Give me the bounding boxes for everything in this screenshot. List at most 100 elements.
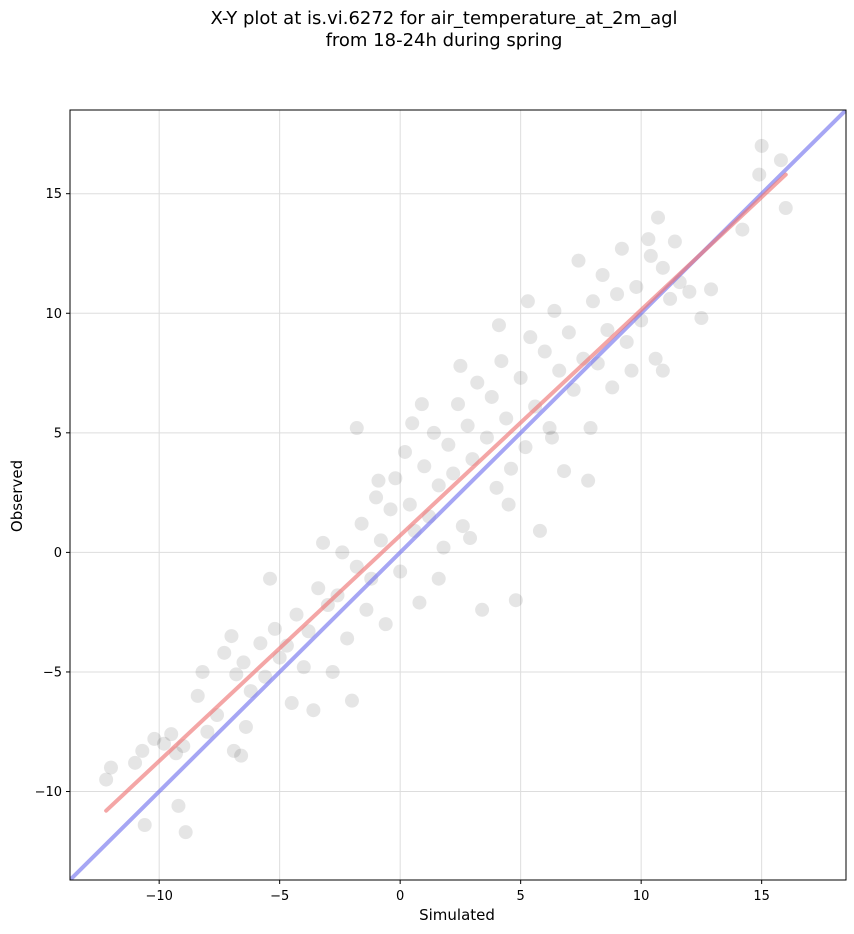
chart-title-block: X-Y plot at is.vi.6272 for air_temperatu… (0, 8, 854, 52)
data-point (147, 731, 162, 746)
y-tick-label: 5 (54, 426, 62, 441)
data-point (316, 535, 331, 550)
data-point (137, 818, 152, 832)
data-point (641, 232, 656, 247)
data-point (561, 325, 576, 340)
data-point (178, 825, 193, 840)
data-point (371, 473, 386, 488)
data-point (557, 464, 572, 479)
plot-frame (69, 109, 847, 881)
data-point (289, 607, 304, 622)
data-point (412, 595, 427, 610)
data-point (694, 311, 709, 326)
data-point (778, 201, 793, 216)
data-point (238, 719, 253, 734)
data-point (190, 688, 205, 703)
data-point (436, 540, 451, 555)
data-point (296, 660, 311, 675)
data-point (253, 636, 268, 651)
fit-line (104, 172, 788, 813)
data-point (373, 533, 388, 548)
data-point (651, 210, 666, 225)
data-point (655, 363, 670, 378)
data-point (431, 571, 446, 586)
data-point (614, 241, 629, 256)
data-point (426, 425, 441, 440)
data-point (344, 693, 359, 708)
data-point (494, 354, 509, 369)
data-point (600, 323, 615, 337)
y-tick-label: −10 (35, 785, 62, 800)
axis-ticks: −10 −5 0 5 10 15 −10 −5 0 5 10 15 (35, 187, 770, 904)
data-point (648, 351, 663, 366)
x-tick-label: 10 (633, 889, 650, 904)
data-point (585, 294, 600, 309)
data-point (301, 624, 316, 639)
data-point (520, 294, 535, 309)
data-point (417, 459, 432, 474)
grid (70, 110, 846, 880)
data-point (752, 167, 767, 182)
y-axis-label: Observed (8, 460, 26, 532)
y-tick-label: 10 (45, 307, 62, 322)
data-point (311, 581, 326, 596)
data-points (99, 138, 793, 840)
data-point (605, 380, 620, 395)
data-point (667, 234, 682, 249)
x-tick-label: 15 (753, 889, 770, 904)
data-point (475, 602, 490, 617)
data-point (99, 772, 114, 787)
x-axis-label: Simulated (419, 906, 495, 924)
data-point (663, 291, 678, 306)
data-point (704, 282, 719, 297)
data-point (735, 222, 750, 237)
data-point (335, 545, 350, 560)
data-point (414, 397, 429, 412)
data-point (431, 478, 446, 493)
data-point (135, 743, 150, 758)
data-point (224, 629, 239, 644)
data-point (552, 363, 567, 378)
data-point (629, 279, 644, 294)
data-point (499, 411, 514, 426)
data-point (306, 703, 321, 718)
data-point (325, 664, 340, 679)
data-point (470, 375, 485, 390)
data-point (236, 655, 251, 670)
data-point (773, 153, 788, 168)
data-point (460, 418, 475, 433)
data-point (200, 724, 215, 739)
chart-title: X-Y plot at is.vi.6272 for air_temperatu… (210, 8, 678, 29)
x-tick-label: 0 (396, 889, 404, 904)
data-point (405, 416, 420, 431)
data-point (455, 519, 470, 534)
data-point (217, 645, 232, 660)
data-point (479, 430, 494, 445)
data-point (388, 471, 403, 486)
data-point (581, 473, 596, 488)
data-point (491, 318, 506, 333)
data-point (378, 617, 393, 632)
data-point (532, 523, 547, 538)
data-point (103, 760, 118, 775)
data-point (369, 490, 384, 505)
data-point (451, 397, 465, 412)
data-point (284, 696, 299, 711)
data-point (501, 497, 516, 512)
x-tick-label: 5 (517, 889, 525, 904)
data-point (393, 564, 408, 579)
data-point (128, 755, 143, 770)
data-point (537, 344, 552, 359)
data-point (544, 430, 559, 445)
data-point (619, 334, 634, 349)
y-tick-label: −5 (43, 665, 62, 680)
data-point (542, 421, 557, 436)
data-point (453, 358, 468, 373)
data-point (463, 531, 478, 546)
data-point (508, 593, 523, 608)
data-point (263, 571, 278, 586)
data-point (643, 248, 658, 263)
data-point (518, 440, 533, 455)
data-point (340, 631, 355, 646)
data-point (234, 748, 249, 763)
